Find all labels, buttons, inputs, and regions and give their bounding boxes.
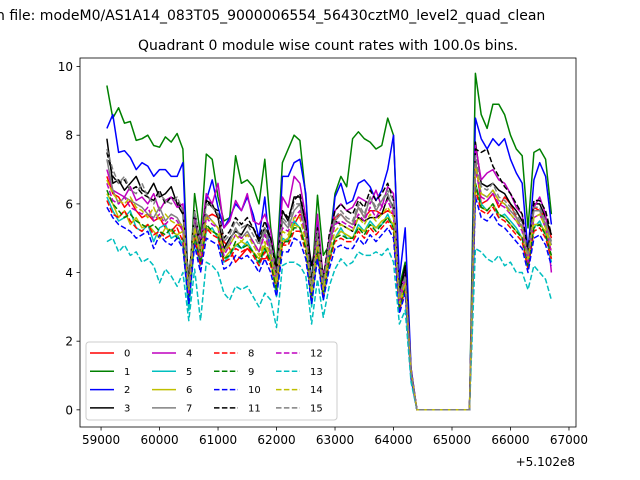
legend-label-8: 8 [248,349,254,360]
legend-label-10: 10 [248,385,261,396]
legend-label-7: 7 [186,403,192,414]
x-tick-label: 64000 [374,433,412,447]
series-layer [106,72,553,411]
legend-label-14: 14 [310,385,323,396]
x-tick-label: 59000 [82,433,120,447]
series-line-10 [106,196,553,411]
x-axis: 59000 60000 61000 62000 63000 64000 65000 66000… [82,427,588,447]
series-line-13 [106,237,553,411]
plot-frame [79,57,577,428]
legend-label-2: 2 [124,385,130,396]
legend-label-13: 13 [310,367,323,378]
legend-label-12: 12 [310,349,323,360]
legend-label-15: 15 [310,403,323,414]
legend-label-5: 5 [186,367,192,378]
y-axis: 0 2 4 6 8 10 [58,60,80,417]
x-tick-label: 62000 [257,433,295,447]
suptitle: n file: modeM0/AS1A14_083T05_9000006554_… [0,8,545,24]
x-offset-text: +5.102e8 [516,455,575,469]
legend-box [85,341,338,421]
x-tick-label: 65000 [433,433,471,447]
series-line-8 [106,189,553,411]
legend-label-9: 9 [248,367,254,378]
chart-title: Quadrant 0 module wise count rates with … [138,38,518,54]
y-tick-label: 6 [65,197,73,211]
legend-label-1: 1 [124,367,130,378]
y-tick-label: 8 [65,129,73,143]
legend-label-4: 4 [186,349,192,360]
y-tick-label: 0 [65,403,73,417]
series-line-14 [106,165,553,411]
series-line-11 [106,148,553,411]
y-tick-label: 2 [65,335,73,349]
legend-label-0: 0 [124,349,130,360]
x-tick-label: 66000 [491,433,529,447]
x-tick-label: 67000 [550,433,588,447]
legend-label-6: 6 [186,385,192,396]
y-tick-label: 10 [58,60,73,74]
x-tick-label: 61000 [199,433,237,447]
series-line-12 [106,168,553,411]
series-line-9 [106,182,553,411]
y-tick-label: 4 [65,266,73,280]
x-tick-label: 63000 [316,433,354,447]
legend-label-3: 3 [124,403,130,414]
x-tick-label: 60000 [140,433,178,447]
legend-label-11: 11 [248,403,261,414]
